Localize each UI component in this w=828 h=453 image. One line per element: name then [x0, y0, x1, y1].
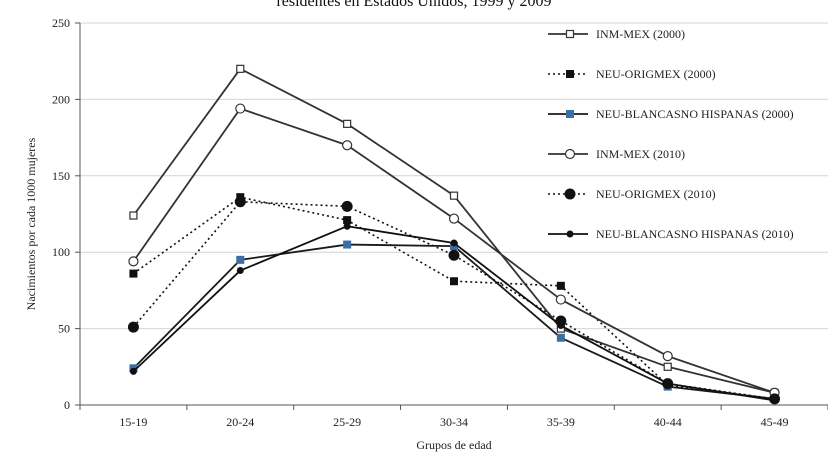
data-point	[129, 269, 138, 278]
data-point	[663, 362, 672, 371]
data-point	[450, 277, 458, 286]
data-point	[448, 249, 460, 261]
y-tick-label: 100	[52, 245, 70, 259]
legend-marker	[565, 29, 575, 39]
axes	[79, 23, 828, 406]
y-tick-label: 250	[52, 16, 70, 30]
x-tick-label: 40-44	[654, 415, 682, 429]
data-point	[343, 216, 352, 225]
y-axis-label: Nacimientos por cada 1000 mujeres	[24, 137, 38, 310]
x-tick-label: 35-39	[547, 415, 575, 429]
data-point	[555, 294, 566, 305]
legend-label: INM-MEX (2000)	[596, 27, 685, 41]
y-tick-label: 200	[52, 92, 70, 106]
legend-marker	[566, 110, 574, 118]
x-axis-ticks: 15-19 20-24 25-29 30-34 35-39 40-44 45-49	[79, 405, 828, 429]
y-tick-label: 0	[64, 398, 70, 412]
data-point	[556, 333, 565, 342]
legend-item: INM-MEX (2000)	[548, 27, 685, 41]
data-point	[556, 281, 565, 290]
series-2	[129, 193, 779, 403]
legend-label: INM-MEX (2010)	[596, 147, 685, 161]
legend-item: NEU-ORIGMEX (2010)	[548, 187, 716, 201]
data-point	[343, 240, 352, 249]
legend-label: NEU-ORIGMEX (2010)	[596, 187, 716, 201]
data-point	[449, 191, 459, 200]
data-point	[236, 255, 245, 264]
data-point	[127, 321, 139, 333]
data-point	[236, 267, 244, 275]
x-tick-label: 45-49	[761, 415, 789, 429]
data-point	[771, 396, 779, 404]
data-point	[129, 211, 138, 220]
legend-marker	[566, 70, 574, 78]
y-tick-label: 150	[52, 169, 70, 183]
data-point	[343, 119, 352, 128]
series-6	[129, 222, 779, 404]
legend-marker	[564, 148, 576, 160]
data-point	[236, 64, 245, 73]
data-point	[343, 222, 351, 230]
x-axis-label: Grupos de edad	[416, 438, 491, 452]
legend-item: INM-MEX (2010)	[548, 147, 685, 161]
data-point	[342, 140, 353, 151]
gridlines	[80, 22, 828, 330]
legend: INM-MEX (2000) NEU-ORIGMEX (2000) NEU-BLAN…	[548, 27, 794, 241]
data-point	[557, 322, 565, 330]
legend-item: NEU-ORIGMEX (2000)	[548, 67, 716, 81]
chart-title: residentes en Estados Unidos, 1999 y 200…	[276, 0, 551, 10]
legend-item: NEU-BLANCASNO HISPANAS (2010)	[548, 227, 794, 241]
legend-label: NEU-BLANCASNO HISPANAS (2010)	[596, 227, 794, 241]
series-group	[127, 64, 781, 405]
data-point	[129, 367, 137, 375]
data-point	[448, 213, 460, 224]
data-point	[128, 256, 139, 267]
y-tick-label: 50	[58, 322, 70, 336]
y-axis-ticks: 0 50 100 150 200 250	[52, 16, 80, 412]
data-point	[341, 200, 353, 212]
series-4	[128, 103, 780, 398]
data-point	[662, 351, 673, 362]
series-line	[132, 243, 775, 400]
legend-marker	[566, 230, 574, 238]
x-tick-label: 25-29	[333, 415, 361, 429]
series-3	[129, 240, 779, 403]
legend-label: NEU-BLANCASNO HISPANAS (2000)	[596, 107, 794, 121]
legend-marker	[564, 188, 576, 200]
data-point	[664, 380, 672, 388]
legend-item: NEU-BLANCASNO HISPANAS (2000)	[548, 107, 794, 121]
x-tick-label: 15-19	[119, 415, 147, 429]
data-point	[234, 196, 246, 208]
data-point	[450, 239, 458, 247]
x-tick-label: 20-24	[226, 415, 254, 429]
data-point	[235, 103, 246, 114]
legend-label: NEU-ORIGMEX (2000)	[596, 67, 716, 81]
x-tick-label: 30-34	[440, 415, 468, 429]
